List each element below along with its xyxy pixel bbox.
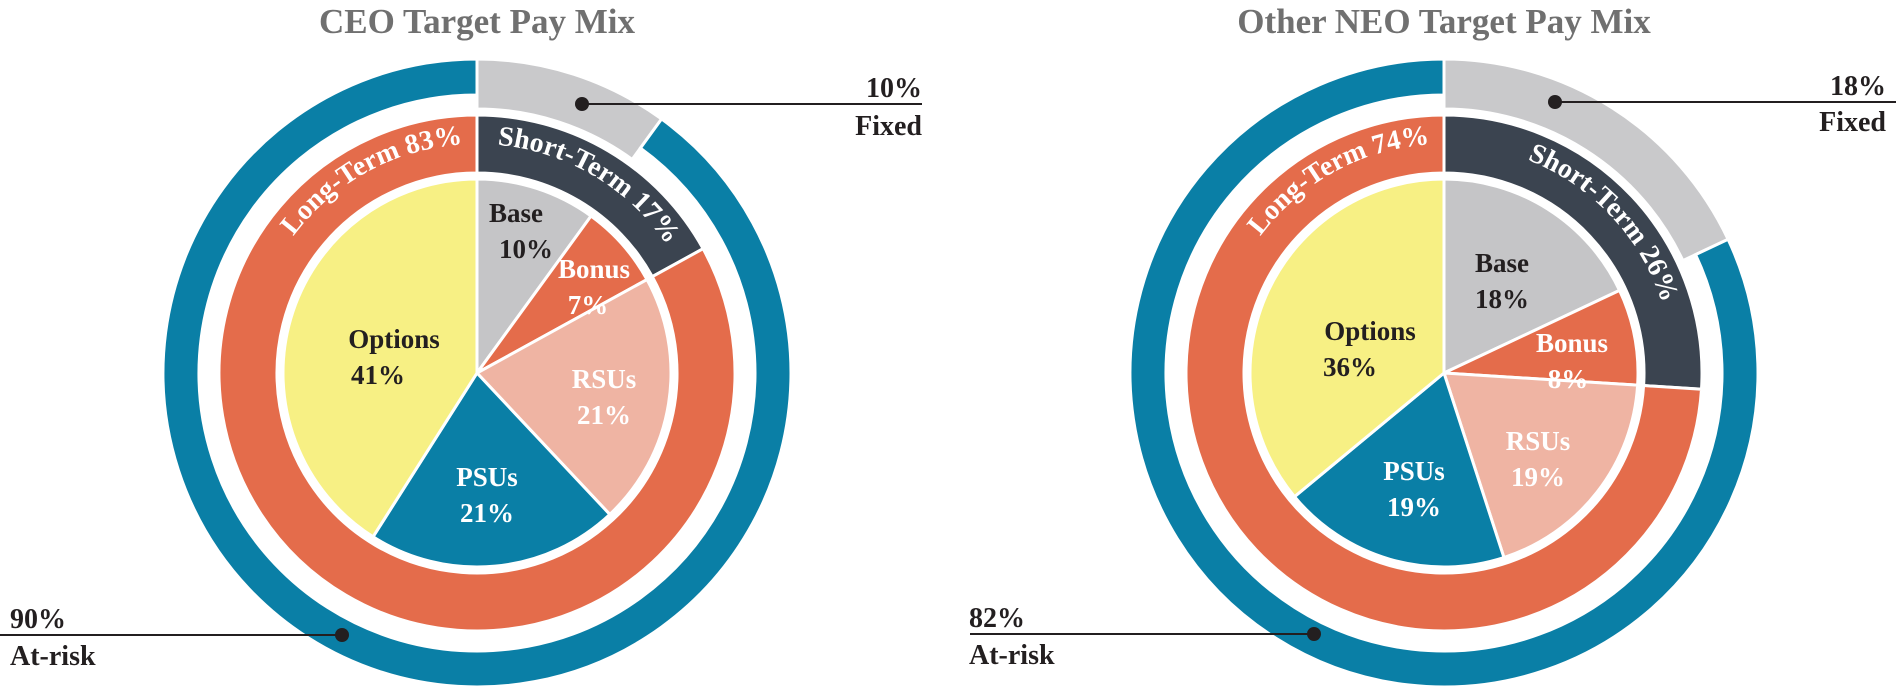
inner-rsus-name-label: RSUs (1506, 426, 1571, 456)
inner-rsus-name-label: RSUs (572, 364, 637, 394)
inner-base-slice (1442, 177, 1622, 376)
inner-base-value-label: 18% (1475, 284, 1529, 314)
inner-rsus-value-label: 19% (1511, 462, 1565, 492)
inner-options-slice (281, 177, 479, 539)
at-risk-percent-label: 90% (10, 604, 66, 635)
inner-bonus-value-label: 7% (568, 290, 609, 320)
inner-psus-name-label: PSUs (456, 462, 518, 492)
fixed-category-label: Fixed (1819, 107, 1886, 138)
at-risk-callout-dot (335, 628, 349, 642)
inner-rsus-slice (1441, 371, 1640, 560)
inner-options-slice (1248, 177, 1446, 499)
inner-rsus-value-label: 21% (577, 400, 631, 430)
inner-psus-slice (1292, 370, 1506, 569)
fixed-callout-dot (575, 97, 589, 111)
inner-options-value-label: 41% (351, 360, 405, 390)
inner-options-value-label: 36% (1323, 352, 1377, 382)
inner-base-slice (475, 177, 594, 378)
outer-at-risk-segment (161, 57, 793, 689)
inner-psus-value-label: 19% (1387, 492, 1441, 522)
inner-bonus-value-label: 8% (1548, 364, 1589, 394)
inner-bonus-name-label: Bonus (558, 254, 630, 284)
inner-base-name-label: Base (1475, 248, 1529, 278)
inner-rsus-slice (474, 277, 673, 517)
at-risk-callout-dot (1307, 627, 1321, 641)
fixed-percent-label: 10% (866, 73, 922, 104)
chart-title: CEO Target Pay Mix (319, 2, 635, 41)
inner-base-value-label: 10% (499, 234, 553, 264)
inner-psus-name-label: PSUs (1383, 456, 1445, 486)
outer-at-risk-segment (1128, 57, 1760, 689)
inner-options-name-label: Options (1324, 316, 1416, 346)
fixed-callout-dot (1548, 95, 1562, 109)
at-risk-category-label: At-risk (10, 641, 96, 672)
at-risk-category-label: At-risk (969, 640, 1055, 671)
inner-bonus-name-label: Bonus (1536, 328, 1608, 358)
neo-pay-mix-chart: Other NEO Target Pay Mix Base18%Bonus8%R… (969, 2, 1896, 689)
fixed-category-label: Fixed (855, 111, 922, 142)
fixed-percent-label: 18% (1830, 71, 1886, 102)
inner-base-name-label: Base (489, 198, 543, 228)
inner-psus-value-label: 21% (460, 498, 514, 528)
inner-psus-slice (370, 370, 612, 569)
chart-title: Other NEO Target Pay Mix (1237, 2, 1651, 41)
inner-bonus-slice (1443, 288, 1640, 387)
inner-options-name-label: Options (348, 324, 440, 354)
at-risk-percent-label: 82% (969, 603, 1025, 634)
ceo-pay-mix-chart: CEO Target Pay Mix Base10%Bonus7%RSUs21%… (0, 2, 922, 689)
